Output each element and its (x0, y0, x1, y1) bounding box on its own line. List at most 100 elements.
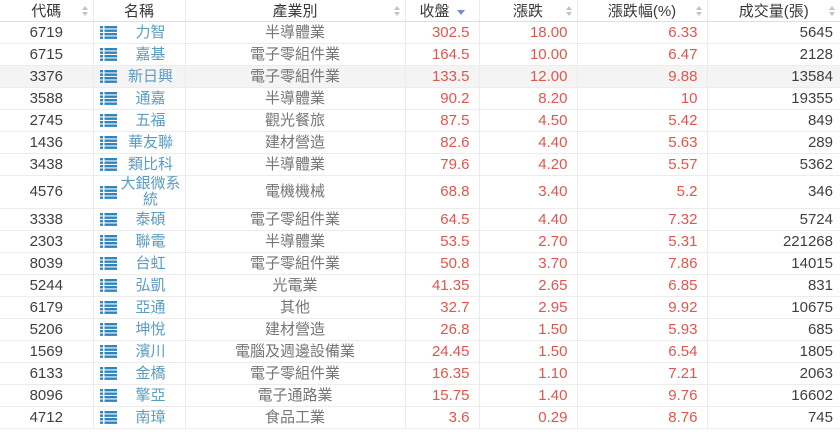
stock-code: 4712 (0, 406, 94, 429)
table-row[interactable]: 8096 擎亞 電子通路業 15.75 1.40 9.76 16602 (0, 384, 840, 407)
list-icon[interactable] (99, 213, 117, 226)
stock-name-cell: 金橋 (93, 362, 186, 385)
change-percent: 6.33 (577, 21, 708, 44)
list-icon[interactable] (99, 257, 117, 270)
list-icon[interactable] (99, 235, 117, 248)
list-icon[interactable] (99, 136, 117, 149)
header-volume[interactable]: 成交量(張) (707, 0, 840, 22)
list-icon[interactable] (99, 185, 117, 199)
stock-name-link[interactable]: 大銀微系統 (120, 175, 181, 208)
list-icon[interactable] (99, 389, 117, 402)
stock-name-cell: 亞通 (93, 296, 186, 319)
stock-name-link[interactable]: 聯電 (135, 232, 166, 250)
sort-both-icon[interactable] (829, 5, 835, 16)
list-icon[interactable] (99, 26, 117, 39)
stock-code: 3376 (0, 65, 94, 88)
stock-name-link[interactable]: 力智 (135, 23, 166, 41)
stock-name-link[interactable]: 泰碩 (135, 210, 166, 228)
list-icon[interactable] (99, 158, 117, 171)
list-icon[interactable] (99, 48, 117, 61)
price-change: 4.40 (479, 131, 578, 154)
header-change-pct[interactable]: 漲跌幅(%) (577, 0, 708, 22)
price-change: 10.00 (479, 43, 578, 66)
list-icon[interactable] (99, 345, 117, 358)
list-icon[interactable] (99, 411, 117, 424)
volume: 2063 (707, 362, 840, 385)
table-row[interactable]: 1569 濱川 電腦及週邊設備業 24.45 1.50 6.54 1805 (0, 340, 840, 363)
table-row[interactable]: 6715 嘉基 電子零組件業 164.5 10.00 6.47 2128 (0, 43, 840, 66)
table-row[interactable]: 6719 力智 半導體業 302.5 18.00 6.33 5645 (0, 21, 840, 44)
stock-name-link[interactable]: 亞通 (135, 298, 166, 316)
table-row[interactable]: 3588 通嘉 半導體業 90.2 8.20 10 19355 (0, 87, 840, 110)
header-change[interactable]: 漲跌 (479, 0, 578, 22)
header-industry-label: 產業別 (272, 3, 318, 20)
stock-name-link[interactable]: 台虹 (135, 254, 166, 272)
volume: 849 (707, 109, 840, 132)
header-close[interactable]: 收盤 (405, 0, 480, 22)
table-row[interactable]: 3338 泰碩 電子零組件業 64.5 4.40 7.32 5724 (0, 208, 840, 231)
table-row[interactable]: 4576 大銀微系統 電機機械 68.8 3.40 5.2 346 (0, 175, 840, 209)
table-row[interactable]: 2303 聯電 半導體業 53.5 2.70 5.31 221268 (0, 230, 840, 253)
sort-both-icon[interactable] (695, 5, 702, 16)
header-industry[interactable]: 產業別 (185, 0, 406, 22)
header-name[interactable]: 名稱 (93, 0, 186, 22)
stock-name-link[interactable]: 新日興 (127, 67, 173, 85)
table-row[interactable]: 3438 類比科 半導體業 79.6 4.20 5.57 5362 (0, 153, 840, 176)
stock-code: 2745 (0, 109, 94, 132)
stock-name-link[interactable]: 金橋 (135, 364, 166, 382)
change-percent: 7.21 (577, 362, 708, 385)
stock-name-link[interactable]: 五福 (135, 111, 166, 129)
volume: 685 (707, 318, 840, 341)
change-percent: 10 (577, 87, 708, 110)
industry: 半導體業 (185, 87, 406, 110)
sort-both-icon[interactable] (81, 5, 88, 16)
table-row[interactable]: 5206 坤悅 建材營造 26.8 1.50 5.93 685 (0, 318, 840, 341)
sort-both-icon[interactable] (393, 5, 400, 16)
close-price: 15.75 (405, 384, 480, 407)
volume: 831 (707, 274, 840, 297)
stock-name-link[interactable]: 南璋 (135, 408, 166, 426)
list-icon[interactable] (99, 367, 117, 380)
change-percent: 6.54 (577, 340, 708, 363)
table-row[interactable]: 3376 新日興 電子零組件業 133.5 12.00 9.88 13584 (0, 65, 840, 88)
stock-name-link[interactable]: 類比科 (127, 155, 173, 173)
stock-name-link[interactable]: 通嘉 (135, 89, 166, 107)
stock-name-link[interactable]: 嘉基 (135, 45, 166, 63)
table-row[interactable]: 4712 南璋 食品工業 3.6 0.29 8.76 745 (0, 406, 840, 429)
sort-desc-icon[interactable] (456, 9, 465, 15)
stock-name-link[interactable]: 擎亞 (135, 386, 166, 404)
table-row[interactable]: 6133 金橋 電子零組件業 16.35 1.10 7.21 2063 (0, 362, 840, 385)
table-row[interactable]: 6179 亞通 其他 32.7 2.95 9.92 10675 (0, 296, 840, 319)
volume: 5724 (707, 208, 840, 231)
table-row[interactable]: 5244 弘凱 光電業 41.35 2.65 6.85 831 (0, 274, 840, 297)
stock-name-link[interactable]: 濱川 (135, 342, 166, 360)
volume: 745 (707, 406, 840, 429)
change-percent: 6.85 (577, 274, 708, 297)
stock-name-link[interactable]: 坤悅 (135, 320, 166, 338)
list-icon[interactable] (99, 279, 117, 292)
close-price: 302.5 (405, 21, 480, 44)
list-icon[interactable] (99, 323, 117, 336)
industry: 食品工業 (185, 406, 406, 429)
price-change: 12.00 (479, 65, 578, 88)
close-price: 26.8 (405, 318, 480, 341)
close-price: 3.6 (405, 406, 480, 429)
change-percent: 7.32 (577, 208, 708, 231)
industry: 半導體業 (185, 21, 406, 44)
close-price: 164.5 (405, 43, 480, 66)
stock-name-cell: 力智 (93, 21, 186, 44)
list-icon[interactable] (99, 70, 117, 83)
stock-code: 6133 (0, 362, 94, 385)
header-code[interactable]: 代碼 (0, 0, 94, 22)
list-icon[interactable] (99, 301, 117, 314)
list-icon[interactable] (99, 92, 117, 105)
change-percent: 5.31 (577, 230, 708, 253)
sort-both-icon[interactable] (565, 5, 572, 16)
table-row[interactable]: 8039 台虹 電子零組件業 50.8 3.70 7.86 14015 (0, 252, 840, 275)
list-icon[interactable] (99, 114, 117, 127)
change-percent: 7.86 (577, 252, 708, 275)
stock-name-link[interactable]: 弘凱 (135, 276, 166, 294)
stock-name-link[interactable]: 華友聯 (127, 133, 173, 151)
table-row[interactable]: 1436 華友聯 建材營造 82.6 4.40 5.63 289 (0, 131, 840, 154)
table-row[interactable]: 2745 五福 觀光餐旅 87.5 4.50 5.42 849 (0, 109, 840, 132)
